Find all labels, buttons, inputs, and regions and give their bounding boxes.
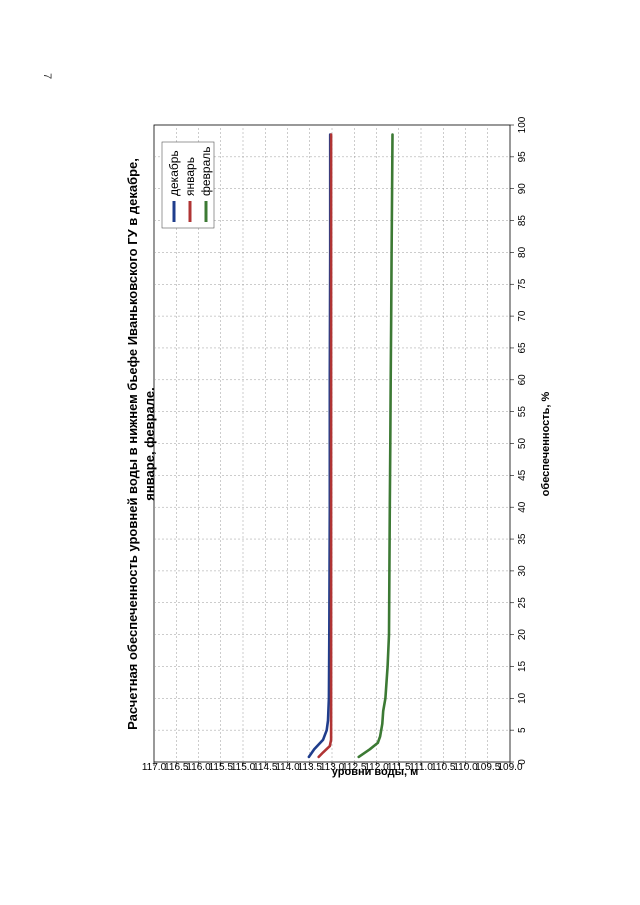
x-tick-label: 30: [517, 565, 528, 577]
x-tick-label: 35: [517, 533, 528, 545]
legend: декабрь январь февраль: [161, 141, 215, 229]
series-lines: [307, 133, 394, 759]
y-tick-label: 110.5: [431, 762, 456, 773]
x-tick-label: 60: [517, 374, 528, 386]
y-tick-label: 117.0: [142, 762, 167, 773]
x-tick-label: 40: [517, 501, 528, 513]
x-tick-label: 90: [517, 183, 528, 195]
x-tick-label: 15: [517, 660, 528, 672]
x-tick-label: 85: [517, 215, 528, 227]
x-tick-label: 100: [517, 116, 528, 133]
y-tick-label: 115.5: [209, 762, 234, 773]
x-tick-label: 75: [517, 278, 528, 290]
x-tick-label: 10: [517, 692, 528, 704]
title-line-1: Расчетная обеспеченность уровней воды в …: [125, 158, 140, 730]
y-tick-label: 114.0: [275, 762, 300, 773]
x-tick-label: 95: [517, 151, 528, 163]
y-axis-label: уровни воды, м: [332, 766, 418, 778]
series-line-февраль: [357, 133, 394, 759]
x-tick-label: 50: [517, 438, 528, 450]
y-tick-label: 116.0: [186, 762, 211, 773]
x-tick-label: 70: [517, 310, 528, 322]
legend-label: декабрь: [167, 150, 181, 196]
x-tick-label: 65: [517, 342, 528, 354]
y-axis-ticks: 109.0109.5110.0110.5111.0111.5112.0112.5…: [142, 762, 523, 773]
y-tick-label: 113.5: [298, 762, 323, 773]
y-tick-label: 112.5: [342, 762, 367, 773]
y-tick-label: 113.0: [320, 762, 345, 773]
y-tick-label: 111.0: [409, 762, 433, 773]
y-tick-label: 109.0: [497, 762, 522, 773]
y-tick-label: 114.5: [253, 762, 278, 773]
legend-label: февраль: [199, 146, 213, 196]
title-line-2: январе, феврале.: [142, 387, 157, 500]
y-tick-label: 115.0: [231, 762, 256, 773]
x-axis-ticks: 0 5 10 15 20 25 30 35 40 45 50 55 60 65 70 75 80 85 90 95 10…: [510, 116, 528, 765]
x-tick-label: 55: [517, 406, 528, 418]
series-line-январь: [317, 133, 333, 759]
y-tick-label: 111.5: [387, 762, 411, 773]
y-tick-label: 110.0: [453, 762, 478, 773]
legend-label: январь: [183, 157, 197, 196]
chart-title: Расчетная обеспеченность уровней воды в …: [125, 158, 157, 730]
y-tick-label: 116.5: [164, 762, 189, 773]
x-tick-label: 20: [517, 629, 528, 641]
y-tick-label: 112.0: [364, 762, 389, 773]
x-tick-label: 80: [517, 246, 528, 258]
x-tick-label: 0: [517, 759, 528, 765]
x-axis-label: обеспеченность, %: [540, 391, 552, 496]
x-tick-label: 25: [517, 597, 528, 609]
y-tick-label: 109.5: [475, 762, 500, 773]
x-tick-label: 5: [517, 727, 528, 733]
x-tick-label: 45: [517, 469, 528, 481]
